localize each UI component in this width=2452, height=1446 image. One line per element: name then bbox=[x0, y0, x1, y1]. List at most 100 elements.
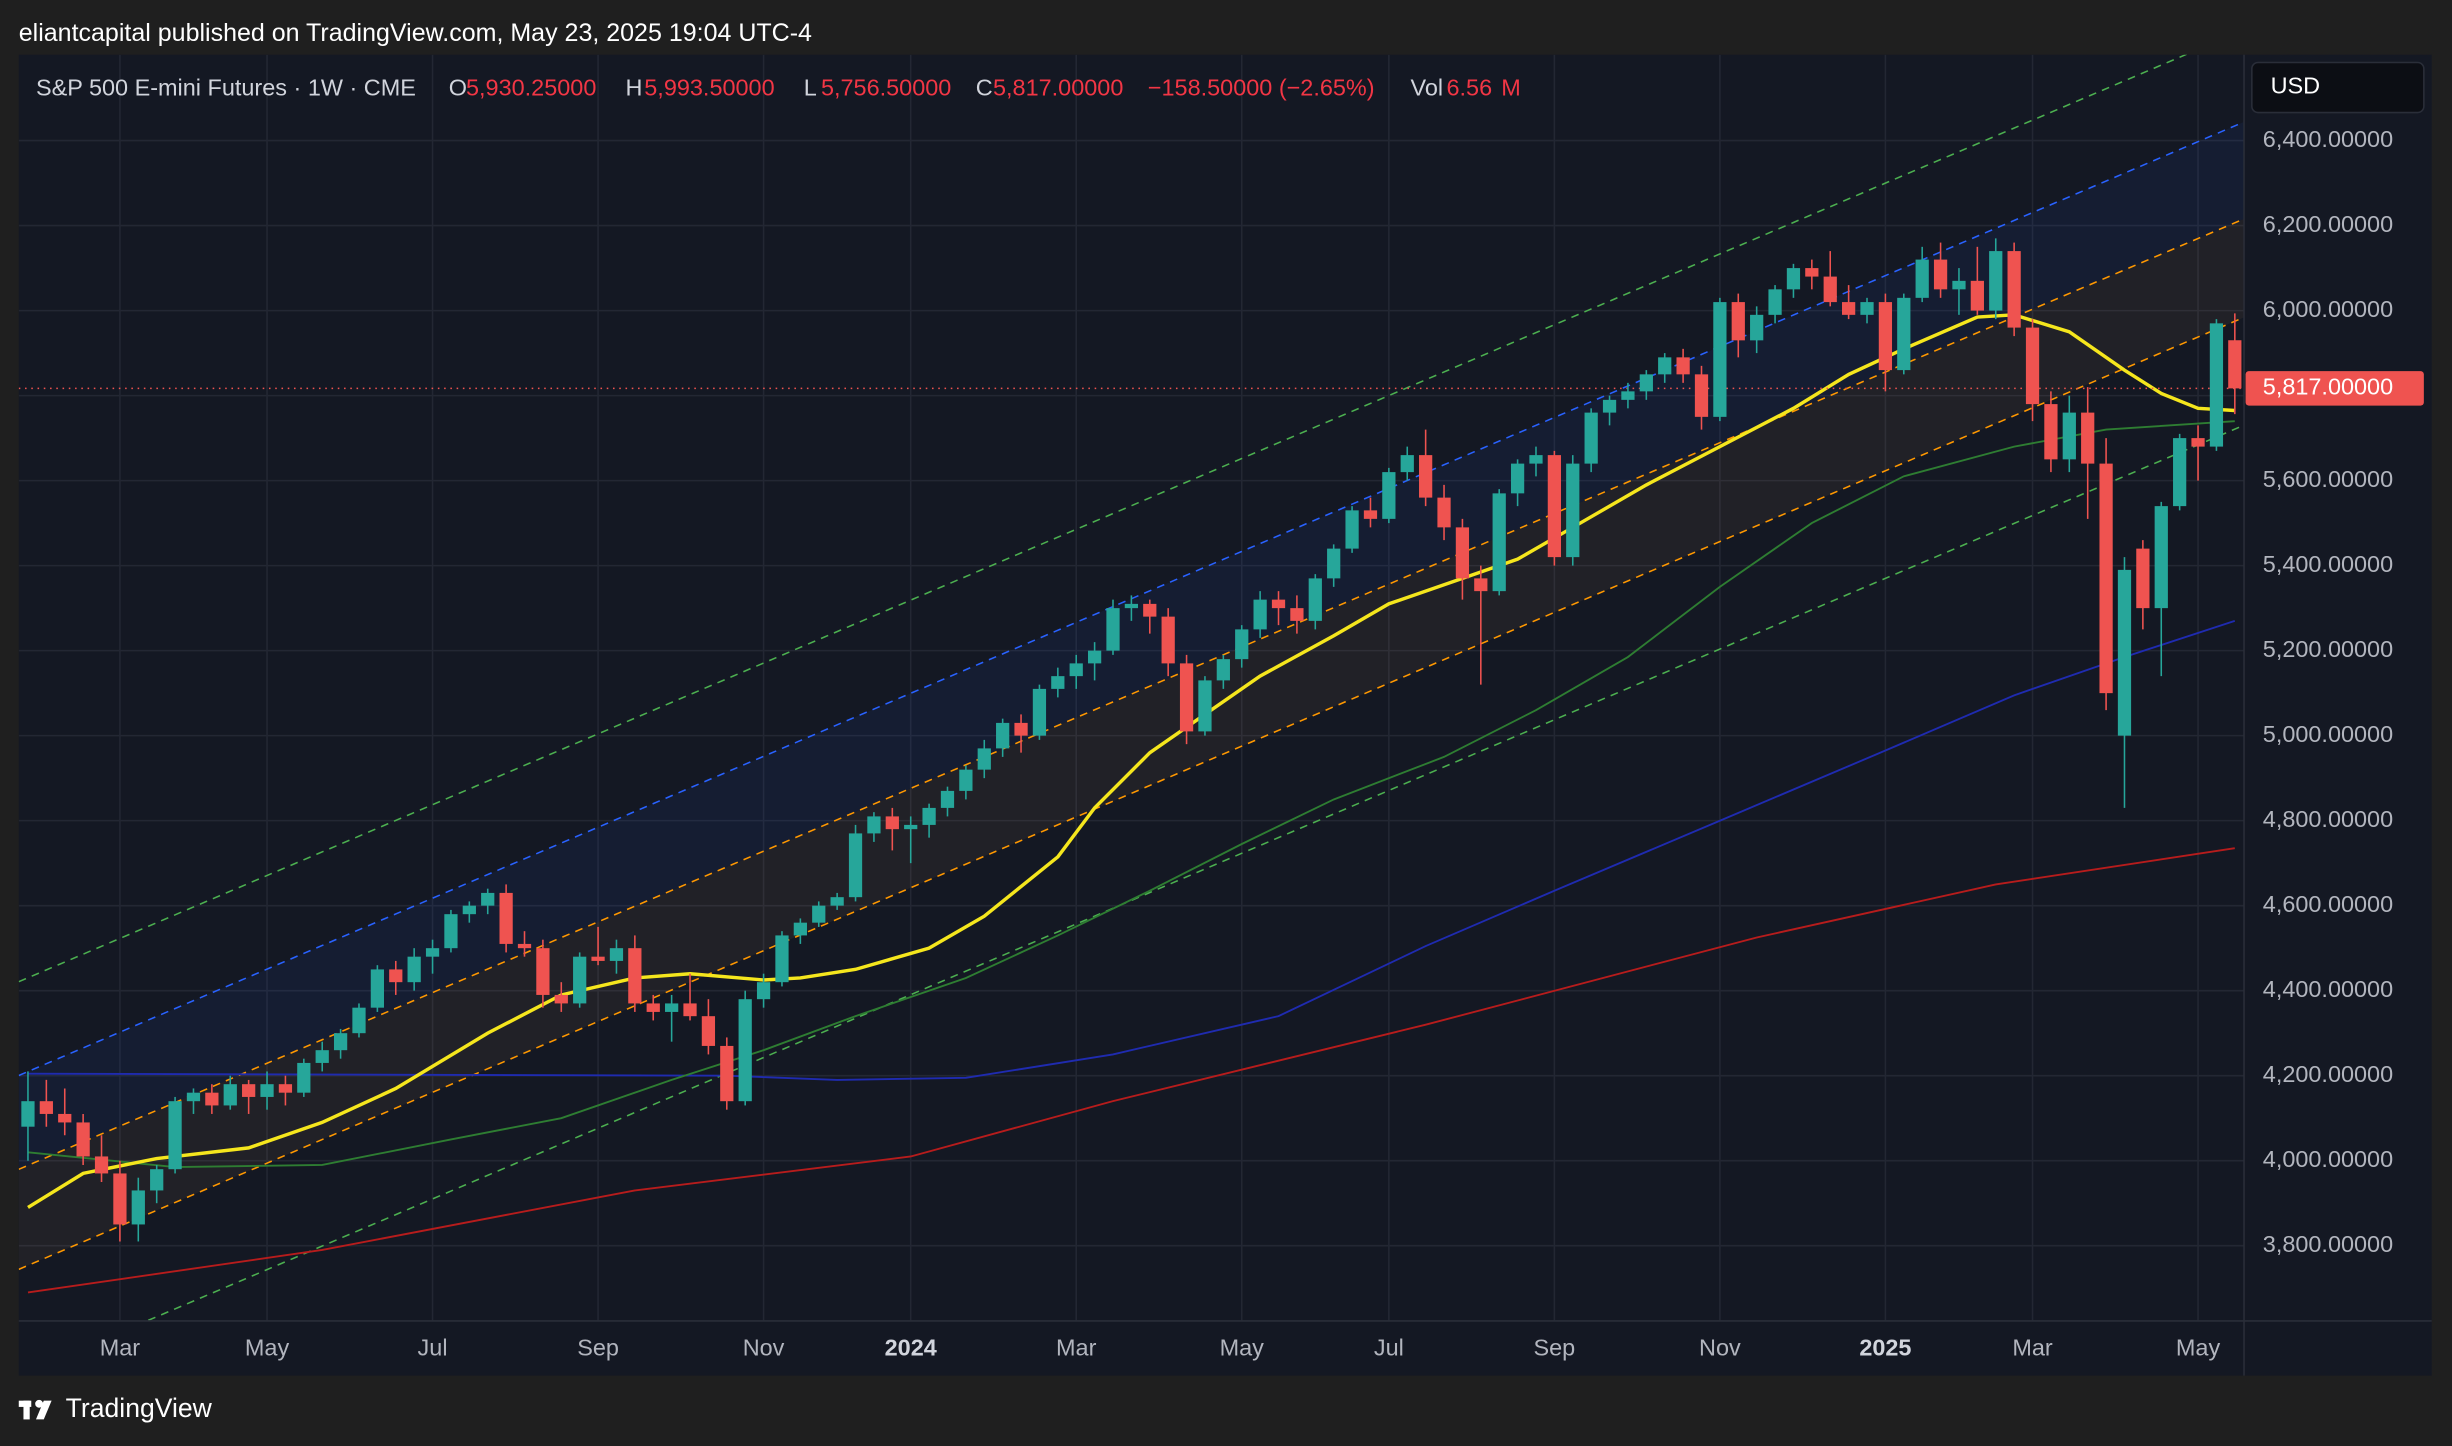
candle-body bbox=[1069, 663, 1083, 677]
candle-body bbox=[1529, 455, 1543, 464]
candle-body bbox=[131, 1190, 145, 1225]
candle-body bbox=[1823, 276, 1837, 303]
x-tick-label: Mar bbox=[1056, 1334, 1097, 1360]
candle-body bbox=[2062, 412, 2076, 460]
candle-body bbox=[1345, 510, 1359, 549]
candle-body bbox=[1253, 599, 1267, 630]
candle-body bbox=[1087, 650, 1102, 664]
candle-body bbox=[959, 769, 973, 791]
currency-label[interactable]: USD bbox=[2271, 73, 2320, 99]
moving-average-line bbox=[27, 847, 2235, 1294]
candle-body bbox=[1198, 680, 1212, 732]
candle-body bbox=[223, 1084, 237, 1106]
candle-body bbox=[904, 824, 918, 830]
brand-name: TradingView bbox=[66, 1393, 213, 1423]
symbol-title: S&P 500 E-mini Futures · 1W · CME bbox=[36, 74, 416, 100]
candle-body bbox=[2007, 251, 2021, 328]
candle-body bbox=[812, 905, 826, 923]
last-price-tag bbox=[2245, 371, 2424, 406]
candle-body bbox=[940, 790, 955, 808]
candle-body bbox=[186, 1092, 201, 1102]
candle-body bbox=[922, 807, 936, 825]
candle-body bbox=[1363, 510, 1378, 519]
candle-body bbox=[150, 1169, 164, 1191]
moving-average-line bbox=[27, 420, 2235, 1169]
candle-body bbox=[1106, 608, 1120, 651]
candle-body bbox=[1474, 578, 1488, 592]
candle-body bbox=[425, 948, 440, 957]
legend-change: −158.50000 (−2.65%) bbox=[1148, 74, 1375, 100]
candle-body bbox=[1805, 268, 1819, 277]
candle-body bbox=[352, 1007, 366, 1034]
publisher-line: eliantcapital published on TradingView.c… bbox=[19, 19, 812, 47]
candle-body bbox=[609, 948, 624, 961]
candle-body bbox=[205, 1092, 219, 1106]
candle-body bbox=[1143, 603, 1157, 617]
candle-body bbox=[1842, 302, 1856, 315]
candle-body bbox=[1492, 493, 1506, 592]
candle-body bbox=[168, 1101, 182, 1170]
candle-body bbox=[499, 892, 513, 944]
grid bbox=[18, 54, 2245, 1321]
candle-body bbox=[2136, 548, 2150, 609]
candle-body bbox=[1621, 391, 1635, 400]
candle-body bbox=[848, 833, 863, 898]
candle-body bbox=[1308, 578, 1322, 621]
y-tick-label: 4,200.00000 bbox=[2263, 1061, 2393, 1087]
x-tick-label: Sep bbox=[577, 1334, 619, 1360]
candle-body bbox=[867, 816, 881, 834]
candle-body bbox=[591, 956, 605, 961]
last-price-label: 5,817.00000 bbox=[2263, 374, 2393, 400]
y-tick-label: 5,000.00000 bbox=[2263, 721, 2393, 747]
x-tick-label: 2024 bbox=[885, 1334, 937, 1360]
candle-body bbox=[1952, 280, 1966, 290]
candle-body bbox=[517, 943, 532, 949]
candle-body bbox=[1455, 527, 1470, 579]
y-tick-label: 5,400.00000 bbox=[2263, 551, 2393, 577]
legend-value: 5,817.00000 bbox=[993, 74, 1123, 100]
candle-body bbox=[370, 969, 385, 1008]
y-tick-label: 4,000.00000 bbox=[2263, 1146, 2393, 1172]
y-tick-label: 5,600.00000 bbox=[2263, 466, 2393, 492]
candle-body bbox=[58, 1113, 72, 1123]
legend-value: 5,930.25000 bbox=[466, 74, 596, 100]
legend-volume-unit: M bbox=[1501, 74, 1521, 100]
brand-logo bbox=[18, 1399, 52, 1420]
candle-body bbox=[2154, 506, 2168, 609]
y-tick-label: 6,200.00000 bbox=[2263, 211, 2393, 237]
candle-body bbox=[1382, 472, 1396, 519]
moving-averages bbox=[27, 313, 2236, 1294]
candle-body bbox=[738, 999, 752, 1102]
candle-body bbox=[389, 969, 403, 983]
y-tick-label: 6,000.00000 bbox=[2263, 296, 2393, 322]
candle-body bbox=[1731, 302, 1745, 341]
candle-body bbox=[1694, 374, 1709, 417]
candle-body bbox=[2191, 438, 2205, 447]
currency-button[interactable] bbox=[2251, 61, 2425, 114]
candle-body bbox=[1584, 412, 1598, 464]
candle-body bbox=[1216, 659, 1230, 681]
candle-body bbox=[1933, 259, 1948, 290]
candle-body bbox=[1989, 251, 2003, 311]
x-tick-label: Mar bbox=[100, 1334, 141, 1360]
candle-body bbox=[1639, 374, 1653, 392]
candle-body bbox=[1032, 688, 1047, 736]
candle-body bbox=[1271, 599, 1286, 609]
y-tick-label: 3,800.00000 bbox=[2263, 1231, 2393, 1257]
candle-body bbox=[2081, 412, 2095, 464]
channel-line bbox=[18, 316, 2245, 1271]
legend-label: O bbox=[449, 74, 467, 100]
candle-body bbox=[775, 935, 789, 983]
candle-body bbox=[333, 1033, 348, 1051]
candle-body bbox=[1547, 455, 1561, 558]
legend-label: L bbox=[804, 74, 817, 100]
legend-label: Vol bbox=[1411, 74, 1444, 100]
channel-fill-blue bbox=[18, 121, 2245, 1170]
candle-body bbox=[1860, 302, 1874, 315]
candle-body bbox=[1124, 603, 1139, 609]
candle-body bbox=[2173, 438, 2187, 507]
channel-line bbox=[144, 424, 2245, 1321]
candle-body bbox=[665, 1003, 679, 1012]
x-tick-label: Sep bbox=[1534, 1334, 1576, 1360]
